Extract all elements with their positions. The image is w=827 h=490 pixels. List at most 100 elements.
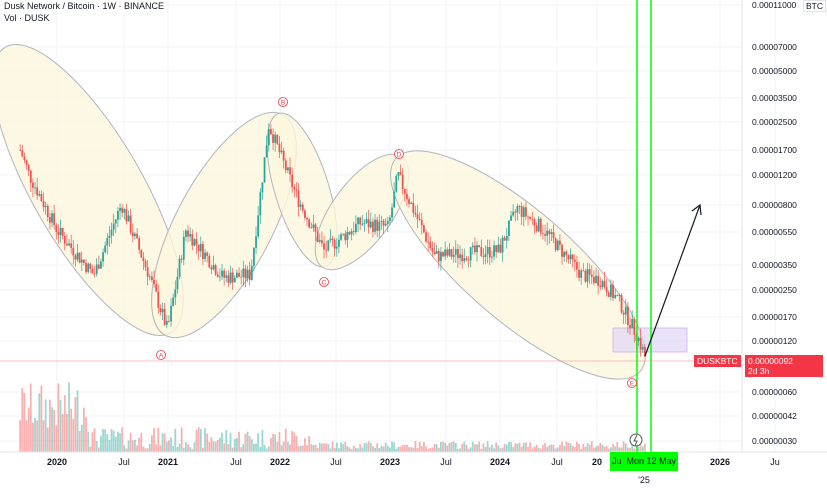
candle-body bbox=[306, 217, 308, 220]
candle-body bbox=[287, 167, 289, 171]
volume-bar bbox=[340, 442, 342, 452]
volume-bar bbox=[463, 441, 466, 452]
volume-bar bbox=[125, 448, 128, 452]
volume-bar bbox=[42, 420, 45, 452]
candle-body bbox=[172, 297, 175, 306]
candle-body bbox=[427, 241, 430, 243]
bar-countdown: 2d 3h bbox=[748, 366, 770, 376]
candle-body bbox=[161, 308, 164, 313]
volume-bar bbox=[365, 443, 368, 452]
price-chart[interactable]: A B C D E bbox=[0, 0, 827, 471]
wave-ellipse-5 bbox=[390, 150, 646, 380]
volume-bar bbox=[329, 448, 332, 452]
time-tick: Jul bbox=[230, 457, 242, 467]
candle-body bbox=[622, 312, 625, 315]
volume-bar bbox=[369, 442, 372, 452]
candle-body bbox=[372, 221, 374, 232]
volume-bar bbox=[510, 442, 512, 452]
candle-body bbox=[91, 268, 94, 274]
time-tick: Jul bbox=[330, 457, 342, 467]
candle-body bbox=[282, 150, 285, 161]
volume-bar bbox=[216, 439, 219, 452]
volume-bar bbox=[185, 442, 187, 452]
candle-body bbox=[244, 268, 247, 279]
volume-bar bbox=[244, 433, 247, 452]
currency-label[interactable]: BTC bbox=[803, 0, 826, 12]
candle-body bbox=[525, 207, 527, 217]
candle-body bbox=[573, 259, 576, 263]
volume-bar bbox=[287, 442, 289, 452]
candle-body bbox=[478, 245, 481, 248]
time-tick: 2024 bbox=[489, 457, 511, 467]
candle-body bbox=[544, 234, 546, 236]
volume-bars bbox=[19, 382, 646, 452]
volume-bar bbox=[542, 444, 544, 452]
volume-bar bbox=[155, 444, 158, 452]
volume-bar bbox=[32, 422, 34, 452]
volume-bar bbox=[68, 382, 70, 452]
volume-bar bbox=[471, 441, 474, 452]
cursor-date-tag: Ju Mon 12 May '25 bbox=[610, 452, 678, 485]
volume-bar bbox=[233, 439, 236, 452]
volume-bar bbox=[452, 441, 455, 452]
volume-bar bbox=[457, 448, 459, 452]
volume-bar bbox=[83, 407, 85, 452]
wave-label-E: E bbox=[630, 381, 635, 388]
volume-bar bbox=[627, 447, 629, 452]
volume-bar bbox=[372, 446, 374, 452]
candle-body bbox=[406, 193, 408, 200]
candle-body bbox=[236, 272, 238, 278]
volume-bar bbox=[110, 428, 113, 452]
candle-body bbox=[563, 251, 566, 257]
candle-body bbox=[639, 337, 642, 350]
candle-body bbox=[261, 182, 264, 193]
candle-body bbox=[138, 238, 141, 250]
candle-body bbox=[514, 211, 517, 213]
candle-body bbox=[168, 320, 170, 322]
candle-body bbox=[629, 325, 631, 329]
lightning-icon bbox=[629, 433, 643, 447]
volume-bar bbox=[633, 448, 636, 452]
volume-bar bbox=[91, 432, 94, 452]
candle-body bbox=[522, 207, 525, 217]
price-tick: 0.00000170 bbox=[752, 312, 797, 322]
candle-body bbox=[380, 220, 383, 222]
candle-body bbox=[83, 259, 85, 263]
candle-body bbox=[66, 243, 68, 246]
candle-body bbox=[49, 217, 51, 223]
volume-bar bbox=[229, 432, 232, 452]
volume-bar bbox=[639, 445, 642, 452]
candle-body bbox=[117, 211, 119, 220]
price-tick: 0.00000042 bbox=[752, 411, 797, 421]
volume-bar bbox=[580, 448, 583, 452]
candle-body bbox=[367, 219, 370, 228]
candle-body bbox=[503, 237, 506, 241]
candle-body bbox=[607, 292, 610, 297]
candle-body bbox=[19, 149, 22, 151]
volume-bar bbox=[270, 438, 272, 452]
volume-bar bbox=[478, 441, 481, 452]
volume-bar bbox=[25, 420, 28, 452]
candle-body bbox=[191, 234, 194, 246]
volume-bar bbox=[318, 442, 321, 452]
volume-bar bbox=[212, 441, 215, 452]
candle-body bbox=[457, 249, 459, 259]
candle-body bbox=[603, 280, 606, 288]
candle-body bbox=[531, 218, 534, 220]
volume-bar bbox=[403, 445, 406, 452]
volume-bar bbox=[363, 442, 366, 452]
candle-body bbox=[431, 247, 434, 252]
volume-bar bbox=[206, 433, 209, 452]
volume-bar bbox=[121, 427, 124, 452]
candle-body bbox=[329, 238, 332, 241]
time-tick: 2021 bbox=[157, 457, 179, 467]
volume-bar bbox=[616, 441, 619, 452]
candle-body bbox=[72, 247, 75, 256]
candle-body bbox=[231, 272, 234, 283]
candle-body bbox=[93, 273, 96, 275]
candle-body bbox=[618, 294, 621, 296]
candle-body bbox=[212, 265, 215, 270]
candle-body bbox=[225, 275, 228, 278]
volume-bar bbox=[61, 414, 64, 452]
candle-body bbox=[119, 207, 121, 212]
